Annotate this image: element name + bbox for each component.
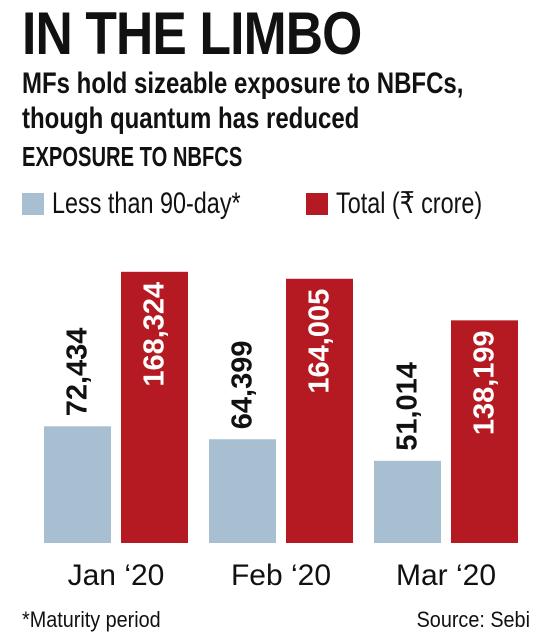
legend-item-less-than-90-day: Less than 90-day* (22, 186, 294, 222)
bar-less-than-90-day-0 (44, 426, 111, 543)
chart-title: IN THE LIMBO (22, 0, 362, 67)
bar-total-1 (286, 278, 353, 543)
legend-label-total: Total (₹ crore) (335, 187, 483, 220)
x-tick-label-1: Feb ‘20 (231, 559, 331, 592)
legend: Less than 90-day* Total (₹ crore) (22, 184, 535, 224)
data-label-total-0: 168,324 (139, 282, 171, 387)
legend-item-total: Total (₹ crore) (305, 186, 523, 222)
section-title: EXPOSURE TO NBFCS (22, 141, 243, 172)
data-label-total-2: 138,199 (469, 330, 501, 435)
data-label-less-than-90-day-1: 64,399 (227, 341, 259, 430)
bar-total-2 (451, 320, 518, 543)
footnote: *Maturity period (22, 607, 161, 632)
bar-less-than-90-day-1 (209, 439, 276, 543)
legend-label-less-than-90-day: Less than 90-day* (52, 187, 241, 220)
chart-subtitle: MFs hold sizeable exposure to NBFCs, tho… (22, 67, 464, 135)
bar-total-0 (121, 271, 188, 543)
legend-swatch-less-than-90-day (22, 193, 44, 215)
x-tick-label-0: Jan ‘20 (68, 559, 165, 592)
bar-chart: 72,434 168,324 Jan ‘20 64,399 164,005 Feb ‘20… (44, 271, 518, 592)
x-tick-label-2: Mar ‘20 (396, 559, 496, 592)
data-label-less-than-90-day-2: 51,014 (392, 362, 424, 451)
bar-less-than-90-day-2 (374, 460, 441, 543)
data-label-less-than-90-day-0: 72,434 (62, 328, 94, 417)
source-note: Source: Sebi (416, 607, 530, 632)
legend-swatch-total (305, 193, 328, 215)
data-label-total-1: 164,005 (304, 289, 336, 394)
